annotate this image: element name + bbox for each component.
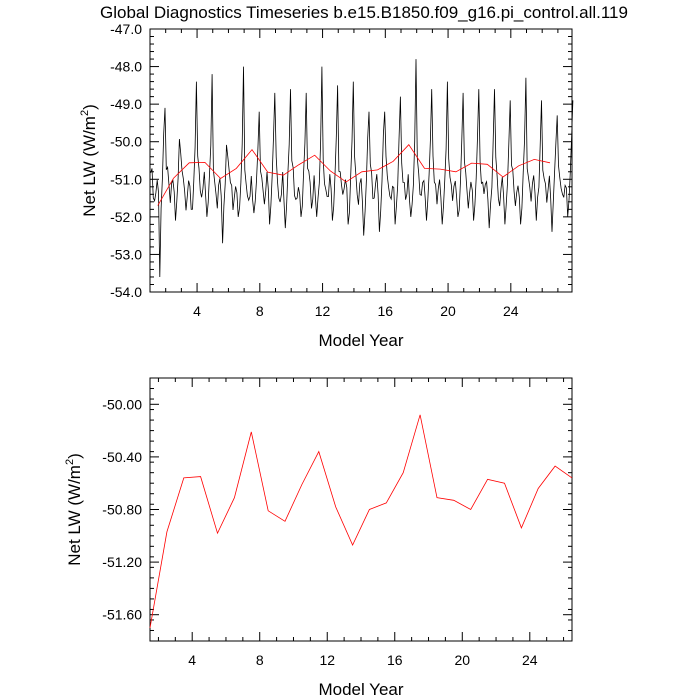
plot-frame [149, 377, 573, 642]
y-tick-label: -52.0 [110, 209, 142, 225]
y-axis-label: Net LW (W/m2) [64, 453, 84, 566]
y-tick-label: -51.0 [110, 171, 142, 187]
x-tick-label: 8 [256, 303, 264, 319]
x-tick-label: 4 [188, 652, 196, 668]
chart-title: Global Diagnostics Timeseries b.e15.B185… [100, 3, 628, 22]
x-tick-label: 12 [315, 303, 331, 319]
series-line-monthly [150, 59, 574, 278]
y-tick-label: -51.60 [102, 607, 142, 623]
y-tick-label: -50.80 [102, 502, 142, 518]
y-tick-label: -53.0 [110, 246, 142, 262]
y-tick-label: -49.0 [110, 96, 142, 112]
x-tick-label: 24 [522, 652, 538, 668]
x-axis-label: Model Year [318, 331, 403, 350]
y-tick-label: -51.20 [102, 554, 142, 570]
y-tick-label: -50.00 [102, 396, 142, 412]
x-axis-label: Model Year [318, 680, 403, 699]
y-axis-label: Net LW (W/m2) [79, 104, 99, 217]
y-tick-label: -50.40 [102, 449, 142, 465]
x-tick-label: 24 [503, 303, 519, 319]
y-tick-label: -54.0 [110, 284, 142, 300]
x-tick-label: 4 [193, 303, 201, 319]
plot-frame [149, 28, 573, 293]
bottom-chart: 4 8 12 16 20 24 -51.60 -51.20 -50.80 -50.40 -50.00… [64, 377, 573, 699]
series-line-annual [157, 144, 551, 206]
x-tick-label: 16 [378, 303, 394, 319]
x-tick-label: 16 [387, 652, 403, 668]
y-tick-label: -48.0 [110, 59, 142, 75]
x-tick-label: 20 [440, 303, 456, 319]
x-tick-label: 20 [454, 652, 470, 668]
series-line-annual [149, 414, 573, 628]
x-tick-label: 12 [319, 652, 335, 668]
y-tick-label: -47.0 [110, 21, 142, 37]
x-tick-label: 8 [256, 652, 264, 668]
top-chart: 4 8 12 16 20 24 -54.0 -53.0 -52.0 -51.0 -50.0 -49.0… [79, 21, 574, 350]
y-tick-label: -50.0 [110, 134, 142, 150]
